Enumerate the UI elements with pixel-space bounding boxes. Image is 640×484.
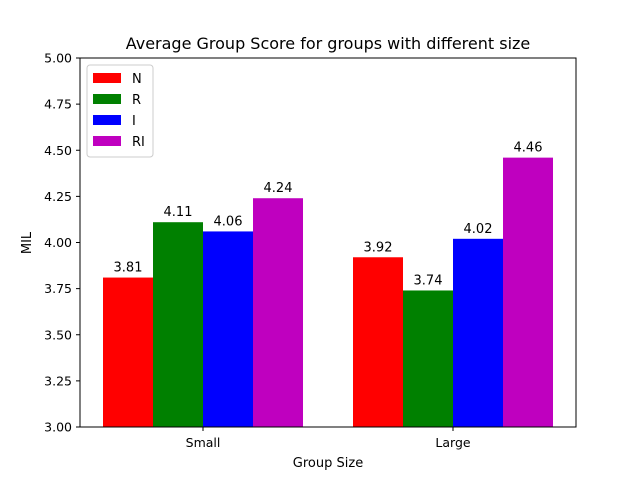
legend-box: [86, 64, 154, 158]
bar-i-large: [453, 238, 503, 427]
y-tick-label: 4.00: [44, 235, 72, 250]
x-tick-label: Large: [435, 435, 470, 450]
legend-label-r: R: [132, 93, 141, 108]
bar-value-label: 4.24: [264, 181, 293, 196]
legend-swatch-r: [93, 94, 121, 104]
legend-swatch-i: [93, 115, 121, 125]
bar-r-large: [403, 290, 453, 427]
y-tick-label: 3.00: [44, 420, 72, 435]
bar-value-label: 3.92: [364, 240, 393, 255]
legend-label-n: N: [132, 72, 142, 87]
chart-title: Average Group Score for groups with diff…: [126, 34, 531, 53]
y-tick-label: 3.50: [44, 327, 72, 342]
y-tick-label: 4.50: [44, 143, 72, 158]
y-axis-label: MIL: [20, 231, 35, 254]
bar-value-label: 4.11: [164, 205, 193, 220]
legend-swatch-n: [93, 73, 121, 83]
y-axis: 3.00 3.25 3.50 3.75 4.00 4.25 4.50 4.75 5.00: [44, 51, 80, 435]
y-tick-label: 4.75: [44, 97, 72, 112]
bar-value-label: 3.74: [414, 273, 443, 288]
y-tick-label: 4.25: [44, 189, 72, 204]
bar-value-label: 3.81: [114, 261, 143, 276]
bar-n-large: [353, 257, 403, 427]
y-tick-label: 3.25: [44, 373, 72, 388]
bar-ri-large: [503, 157, 553, 427]
y-tick-label: 3.75: [44, 281, 72, 296]
bar-i-small: [203, 231, 253, 427]
bar-value-label: 4.46: [514, 141, 543, 156]
legend-swatch-ri: [93, 136, 121, 146]
legend-label-i: I: [132, 114, 136, 129]
bar-n-small: [103, 277, 153, 427]
x-axis: Small Large: [186, 427, 471, 450]
legend-label-ri: RI: [132, 135, 145, 150]
bars-layer: [103, 157, 553, 427]
bar-value-label: 4.02: [464, 222, 493, 237]
bar-ri-small: [253, 198, 303, 427]
bar-labels-layer: 3.81 3.92 4.11 3.74 4.06 4.02 4.24 4.46: [114, 141, 543, 289]
x-axis-label: Group Size: [293, 456, 363, 471]
bar-value-label: 4.06: [214, 214, 243, 229]
y-tick-label: 5.00: [44, 51, 72, 66]
bar-r-small: [153, 222, 203, 427]
x-tick-label: Small: [186, 435, 221, 450]
